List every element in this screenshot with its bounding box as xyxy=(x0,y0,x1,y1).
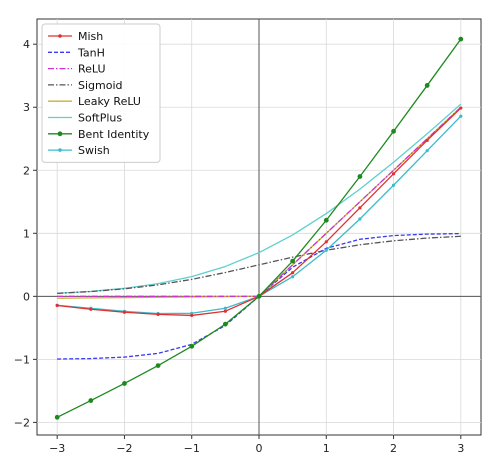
y-tick-label: −2 xyxy=(14,416,30,429)
series-point xyxy=(425,138,429,142)
legend-entry: Sigmoid xyxy=(48,79,123,92)
x-tick-label: −2 xyxy=(116,442,132,455)
legend-label: SoftPlus xyxy=(78,112,122,125)
series-point xyxy=(291,271,295,275)
legend-entry: Mish xyxy=(48,30,103,43)
legend-label: Mish xyxy=(78,30,103,43)
legend-label: Sigmoid xyxy=(78,79,123,92)
series-point xyxy=(458,36,464,42)
series-point xyxy=(89,307,93,311)
y-axis-ticks: −2 −1 0 1 2 3 4 xyxy=(14,38,37,429)
series-point xyxy=(222,321,228,327)
series-point xyxy=(156,312,160,316)
series-softplus xyxy=(57,103,462,294)
series-point xyxy=(323,217,329,223)
series-point xyxy=(256,293,262,299)
legend-entry: ReLU xyxy=(48,63,106,76)
series-point xyxy=(391,128,396,134)
y-tick-label: 3 xyxy=(23,101,30,114)
series-point xyxy=(54,414,60,420)
legend-label: Leaky ReLU xyxy=(78,95,141,108)
legend-entry: TanH xyxy=(48,46,105,59)
legend-marker xyxy=(58,148,62,152)
series-point xyxy=(357,174,363,179)
series-point xyxy=(122,310,127,314)
legend-label: TanH xyxy=(77,46,105,59)
legend: Mish TanH ReLU Sigmoid Leaky ReLU SoftPlus Ben… xyxy=(41,23,161,163)
legend-entry: Bent Identity xyxy=(48,128,150,141)
legend-entry: SoftPlus xyxy=(48,112,122,125)
legend-label: ReLU xyxy=(78,63,106,76)
y-tick-label: −1 xyxy=(14,353,30,366)
legend-marker xyxy=(58,34,62,38)
series-point xyxy=(155,363,161,369)
series-point xyxy=(459,114,463,118)
series-point xyxy=(122,381,127,386)
x-tick-label: 1 xyxy=(323,442,330,455)
series-point xyxy=(223,306,227,310)
x-axis-ticks: −3 −2 −1 0 1 2 3 xyxy=(49,435,464,455)
legend-label: Bent Identity xyxy=(78,128,150,141)
series-point xyxy=(324,240,328,244)
series-point xyxy=(391,172,396,176)
series-point xyxy=(324,248,328,252)
series-point xyxy=(358,217,362,221)
x-tick-label: 0 xyxy=(256,442,263,455)
x-tick-label: 2 xyxy=(390,442,397,455)
series-point xyxy=(424,83,430,88)
legend-label: Swish xyxy=(78,144,110,157)
series-point xyxy=(88,398,94,403)
legend-entry: Swish xyxy=(48,144,110,157)
series-point xyxy=(190,313,194,318)
series-line xyxy=(57,103,462,294)
series-point xyxy=(189,343,195,349)
series-point xyxy=(391,183,396,187)
series-point xyxy=(290,258,296,264)
series-group xyxy=(54,36,464,420)
series-line xyxy=(57,235,461,295)
x-tick-label: 3 xyxy=(457,442,464,455)
y-tick-label: 0 xyxy=(23,290,30,303)
series-point xyxy=(358,206,362,210)
series-sigmoid xyxy=(57,235,461,295)
legend-box xyxy=(41,23,161,163)
series-point xyxy=(223,309,227,313)
legend-marker xyxy=(57,131,63,137)
series-point xyxy=(425,149,429,153)
series-point xyxy=(291,275,295,279)
series-point xyxy=(55,303,59,308)
y-tick-label: 4 xyxy=(23,38,30,51)
series-point xyxy=(459,106,463,110)
x-tick-label: −3 xyxy=(49,442,65,455)
x-tick-label: −1 xyxy=(184,442,200,455)
y-tick-label: 2 xyxy=(23,164,30,177)
legend-entry: Leaky ReLU xyxy=(48,95,141,108)
series-bent-identity xyxy=(54,36,464,420)
y-tick-label: 1 xyxy=(23,227,30,240)
